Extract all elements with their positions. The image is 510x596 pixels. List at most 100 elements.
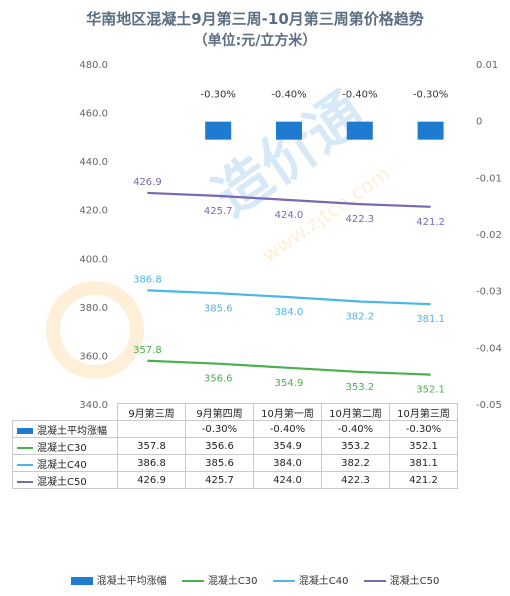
- table-row-header: 混凝土C50: [12, 471, 118, 489]
- table-cell: 424.0: [253, 471, 322, 489]
- table-header-cell: 10月第三周: [389, 403, 458, 421]
- table-cell: -0.40%: [321, 420, 390, 438]
- legend-bar-icon: [70, 577, 93, 585]
- left-axis-tick-label: 400.0: [79, 254, 108, 265]
- legend-item: 混凝土C40: [272, 572, 349, 587]
- table-header-cell: 9月第三周: [117, 403, 186, 421]
- line-swatch-icon: [17, 446, 33, 449]
- line-data-label: 382.2: [345, 312, 374, 323]
- line-data-label: 426.9: [133, 177, 162, 188]
- table-row-label: 混凝土平均涨幅: [37, 425, 107, 437]
- table-row-header: 混凝土C40: [12, 454, 118, 472]
- line-data-label: 385.6: [204, 303, 233, 314]
- right-axis-tick-label: 0.01: [476, 60, 498, 71]
- table-cell: [117, 420, 186, 438]
- table-header-cell: 10月第二周: [321, 403, 390, 421]
- line-data-label: 352.1: [416, 385, 445, 396]
- table-cell: 421.2: [389, 471, 458, 489]
- table-cell: 384.0: [253, 454, 322, 472]
- left-axis-tick-label: 360.0: [79, 351, 108, 362]
- legend-line-icon: [272, 580, 295, 582]
- left-axis-tick-label: 480.0: [79, 60, 108, 71]
- table-cell: 357.8: [117, 437, 186, 455]
- bar-swatch-icon: [17, 427, 33, 434]
- table-header-cell: 9月第四周: [185, 403, 254, 421]
- table-row: 混凝土C30 357.8 356.6 354.9 353.2 352.1: [12, 437, 458, 455]
- left-axis-tick-label: 460.0: [79, 109, 108, 120]
- table-cell: -0.30%: [185, 420, 254, 438]
- table-row: 混凝土C50 426.9 425.7 424.0 422.3 421.2: [12, 471, 458, 489]
- series-line-混凝土C30: [147, 359, 431, 376]
- table-cell: 382.2: [321, 454, 390, 472]
- line-data-label: 424.0: [275, 210, 304, 221]
- right-axis-tick-label: -0.04: [476, 343, 502, 354]
- table-header-cell: 10月第一周: [253, 403, 322, 421]
- chart-title: 华南地区混凝土9月第三周-10月第三周第价格趋势: [86, 10, 424, 28]
- line-swatch-icon: [17, 480, 33, 483]
- legend-item: 混凝土C30: [181, 572, 258, 587]
- bar-data-label: -0.30%: [201, 90, 236, 101]
- avg-change-bar: [417, 121, 444, 140]
- legend-item: 混凝土C50: [363, 572, 440, 587]
- right-axis-tick-label: -0.01: [476, 173, 502, 184]
- line-swatch-icon: [17, 463, 33, 466]
- legend-label: 混凝土C40: [298, 576, 349, 587]
- bar-data-label: -0.30%: [413, 90, 448, 101]
- line-data-label: 425.7: [204, 206, 233, 217]
- left-axis-tick-label: 440.0: [79, 157, 108, 168]
- legend-line-icon: [181, 580, 204, 582]
- table-row-header: 混凝土C30: [12, 437, 118, 455]
- table-row-header: 混凝土平均涨幅: [12, 420, 118, 438]
- table-corner: [12, 403, 118, 421]
- left-axis-tick-label: 420.0: [79, 206, 108, 217]
- line-data-label: 421.2: [416, 217, 445, 228]
- bar-data-label: -0.40%: [342, 90, 377, 101]
- table-row-label: 混凝土C50: [37, 476, 87, 488]
- avg-change-bar: [276, 121, 302, 140]
- table-row: 混凝土平均涨幅 -0.30% -0.40% -0.40% -0.30%: [12, 420, 458, 438]
- line-data-label: 422.3: [345, 214, 374, 225]
- table-header-row: 9月第三周 9月第四周 10月第一周 10月第二周 10月第三周: [12, 403, 458, 421]
- table-cell: 353.2: [321, 437, 390, 455]
- line-data-label: 381.1: [416, 314, 445, 325]
- table-row-label: 混凝土C40: [37, 459, 87, 471]
- avg-change-bar: [205, 121, 232, 140]
- chart-subtitle: （单位:元/立方米）: [193, 33, 317, 49]
- line-data-label: 354.9: [275, 378, 304, 389]
- table-cell: -0.30%: [389, 420, 458, 438]
- line-data-label: 384.0: [275, 307, 304, 318]
- right-axis-tick-label: -0.05: [476, 400, 502, 411]
- table-cell: 356.6: [185, 437, 254, 455]
- line-data-label: 356.6: [204, 374, 233, 385]
- data-table: 9月第三周 9月第四周 10月第一周 10月第二周 10月第三周 混凝土平均涨幅…: [12, 403, 458, 489]
- legend-label: 混凝土平均涨幅: [96, 576, 167, 587]
- table-row: 混凝土C40 386.8 385.6 384.0 382.2 381.1: [12, 454, 458, 472]
- right-axis-tick-label: 0: [476, 117, 482, 128]
- table-cell: 381.1: [389, 454, 458, 472]
- legend-label: 混凝土C50: [389, 576, 440, 587]
- right-axis-tick-label: -0.02: [476, 230, 502, 241]
- series-line-混凝土C40: [147, 289, 431, 306]
- bar-data-label: -0.40%: [271, 90, 306, 101]
- table-cell: 352.1: [389, 437, 458, 455]
- right-axis-tick-label: -0.03: [476, 287, 502, 298]
- table-cell: 354.9: [253, 437, 322, 455]
- line-data-label: 353.2: [345, 382, 374, 393]
- legend-label: 混凝土C30: [207, 576, 258, 587]
- series-line-混凝土C50: [147, 191, 431, 208]
- table-cell: -0.40%: [253, 420, 322, 438]
- legend-item: 混凝土平均涨幅: [70, 572, 167, 587]
- table-cell: 422.3: [321, 471, 390, 489]
- legend-line-icon: [363, 580, 386, 582]
- table-cell: 426.9: [117, 471, 186, 489]
- table-cell: 385.6: [185, 454, 254, 472]
- table-cell: 386.8: [117, 454, 186, 472]
- left-axis-tick-label: 380.0: [79, 303, 108, 314]
- line-data-label: 386.8: [133, 274, 162, 285]
- table-cell: 425.7: [185, 471, 254, 489]
- line-data-label: 357.8: [133, 345, 162, 356]
- avg-change-bar: [346, 121, 373, 140]
- chart-legend: 混凝土平均涨幅 混凝土C30 混凝土C40 混凝土C50: [0, 572, 510, 587]
